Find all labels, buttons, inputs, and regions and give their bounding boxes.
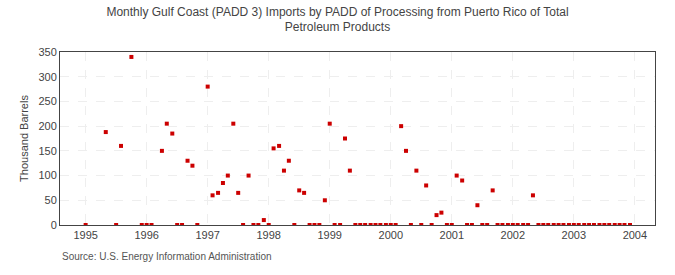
svg-text:1999: 1999 — [317, 229, 341, 241]
svg-text:Thousand Barrels: Thousand Barrels — [18, 95, 30, 182]
svg-text:Source: U.S. Energy Informatio: Source: U.S. Energy Information Administ… — [62, 251, 272, 262]
svg-text:2004: 2004 — [623, 229, 647, 241]
svg-text:50: 50 — [45, 194, 57, 206]
svg-text:300: 300 — [38, 71, 56, 83]
svg-text:2003: 2003 — [562, 229, 586, 241]
svg-text:2002: 2002 — [501, 229, 525, 241]
svg-text:2000: 2000 — [379, 229, 403, 241]
svg-text:100: 100 — [38, 169, 56, 181]
svg-text:1997: 1997 — [195, 229, 219, 241]
svg-text:1996: 1996 — [134, 229, 158, 241]
svg-text:2001: 2001 — [440, 229, 464, 241]
svg-text:250: 250 — [38, 95, 56, 107]
svg-text:150: 150 — [38, 145, 56, 157]
svg-text:350: 350 — [38, 46, 56, 58]
svg-text:0: 0 — [51, 219, 57, 231]
svg-text:1995: 1995 — [73, 229, 97, 241]
svg-text:200: 200 — [38, 120, 56, 132]
svg-text:1998: 1998 — [256, 229, 280, 241]
svg-text:Monthly Gulf Coast (PADD 3) Im: Monthly Gulf Coast (PADD 3) Imports by P… — [106, 5, 568, 35]
